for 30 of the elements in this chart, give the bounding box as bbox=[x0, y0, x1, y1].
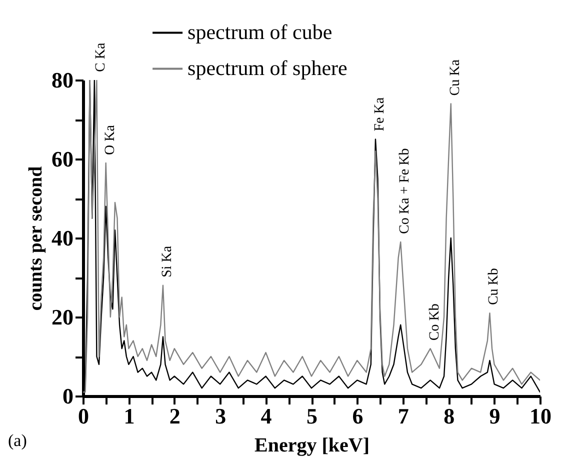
x-tick-label: 9 bbox=[489, 404, 500, 428]
x-tick-label: 1 bbox=[124, 404, 135, 428]
line-series bbox=[83, 80, 540, 393]
annotation: C Ka bbox=[94, 42, 109, 72]
x-axis-title: Energy [keV] bbox=[254, 434, 370, 456]
annotation: Co Kb bbox=[427, 304, 442, 341]
annotation: Fe Ka bbox=[372, 96, 388, 132]
x-tick-label: 10 bbox=[530, 404, 552, 428]
x-tick-label: 0 bbox=[78, 404, 89, 428]
x-tick-label: 5 bbox=[306, 404, 318, 428]
y-tick-label: 60 bbox=[52, 146, 74, 172]
y-tick-label: 40 bbox=[52, 226, 74, 250]
x-tick-label: 8 bbox=[444, 404, 455, 428]
annotation: Cu Kb bbox=[486, 268, 502, 306]
annotation: Si Ka bbox=[160, 245, 175, 278]
annotation: Cu Ka bbox=[448, 58, 463, 96]
x-tick-label: 3 bbox=[215, 404, 226, 428]
y-tick-label: 80 bbox=[52, 68, 74, 92]
x-tick-label: 7 bbox=[398, 404, 409, 428]
y-tick-label: 0 bbox=[62, 384, 74, 408]
y-axis-title: counts per second bbox=[26, 166, 46, 311]
annotation: Co Ka + Fe Kb bbox=[398, 148, 413, 234]
x-tick-label: 2 bbox=[169, 404, 180, 428]
y-tick-label: 20 bbox=[52, 304, 74, 330]
annotation: O Ka bbox=[102, 124, 118, 155]
legend-label: spectrum of sphere bbox=[188, 56, 348, 80]
x-tick-label: 4 bbox=[260, 404, 272, 428]
x-tick-label: 6 bbox=[352, 404, 364, 428]
legend-label: spectrum of cube bbox=[188, 20, 332, 44]
text: (a) bbox=[8, 431, 27, 450]
